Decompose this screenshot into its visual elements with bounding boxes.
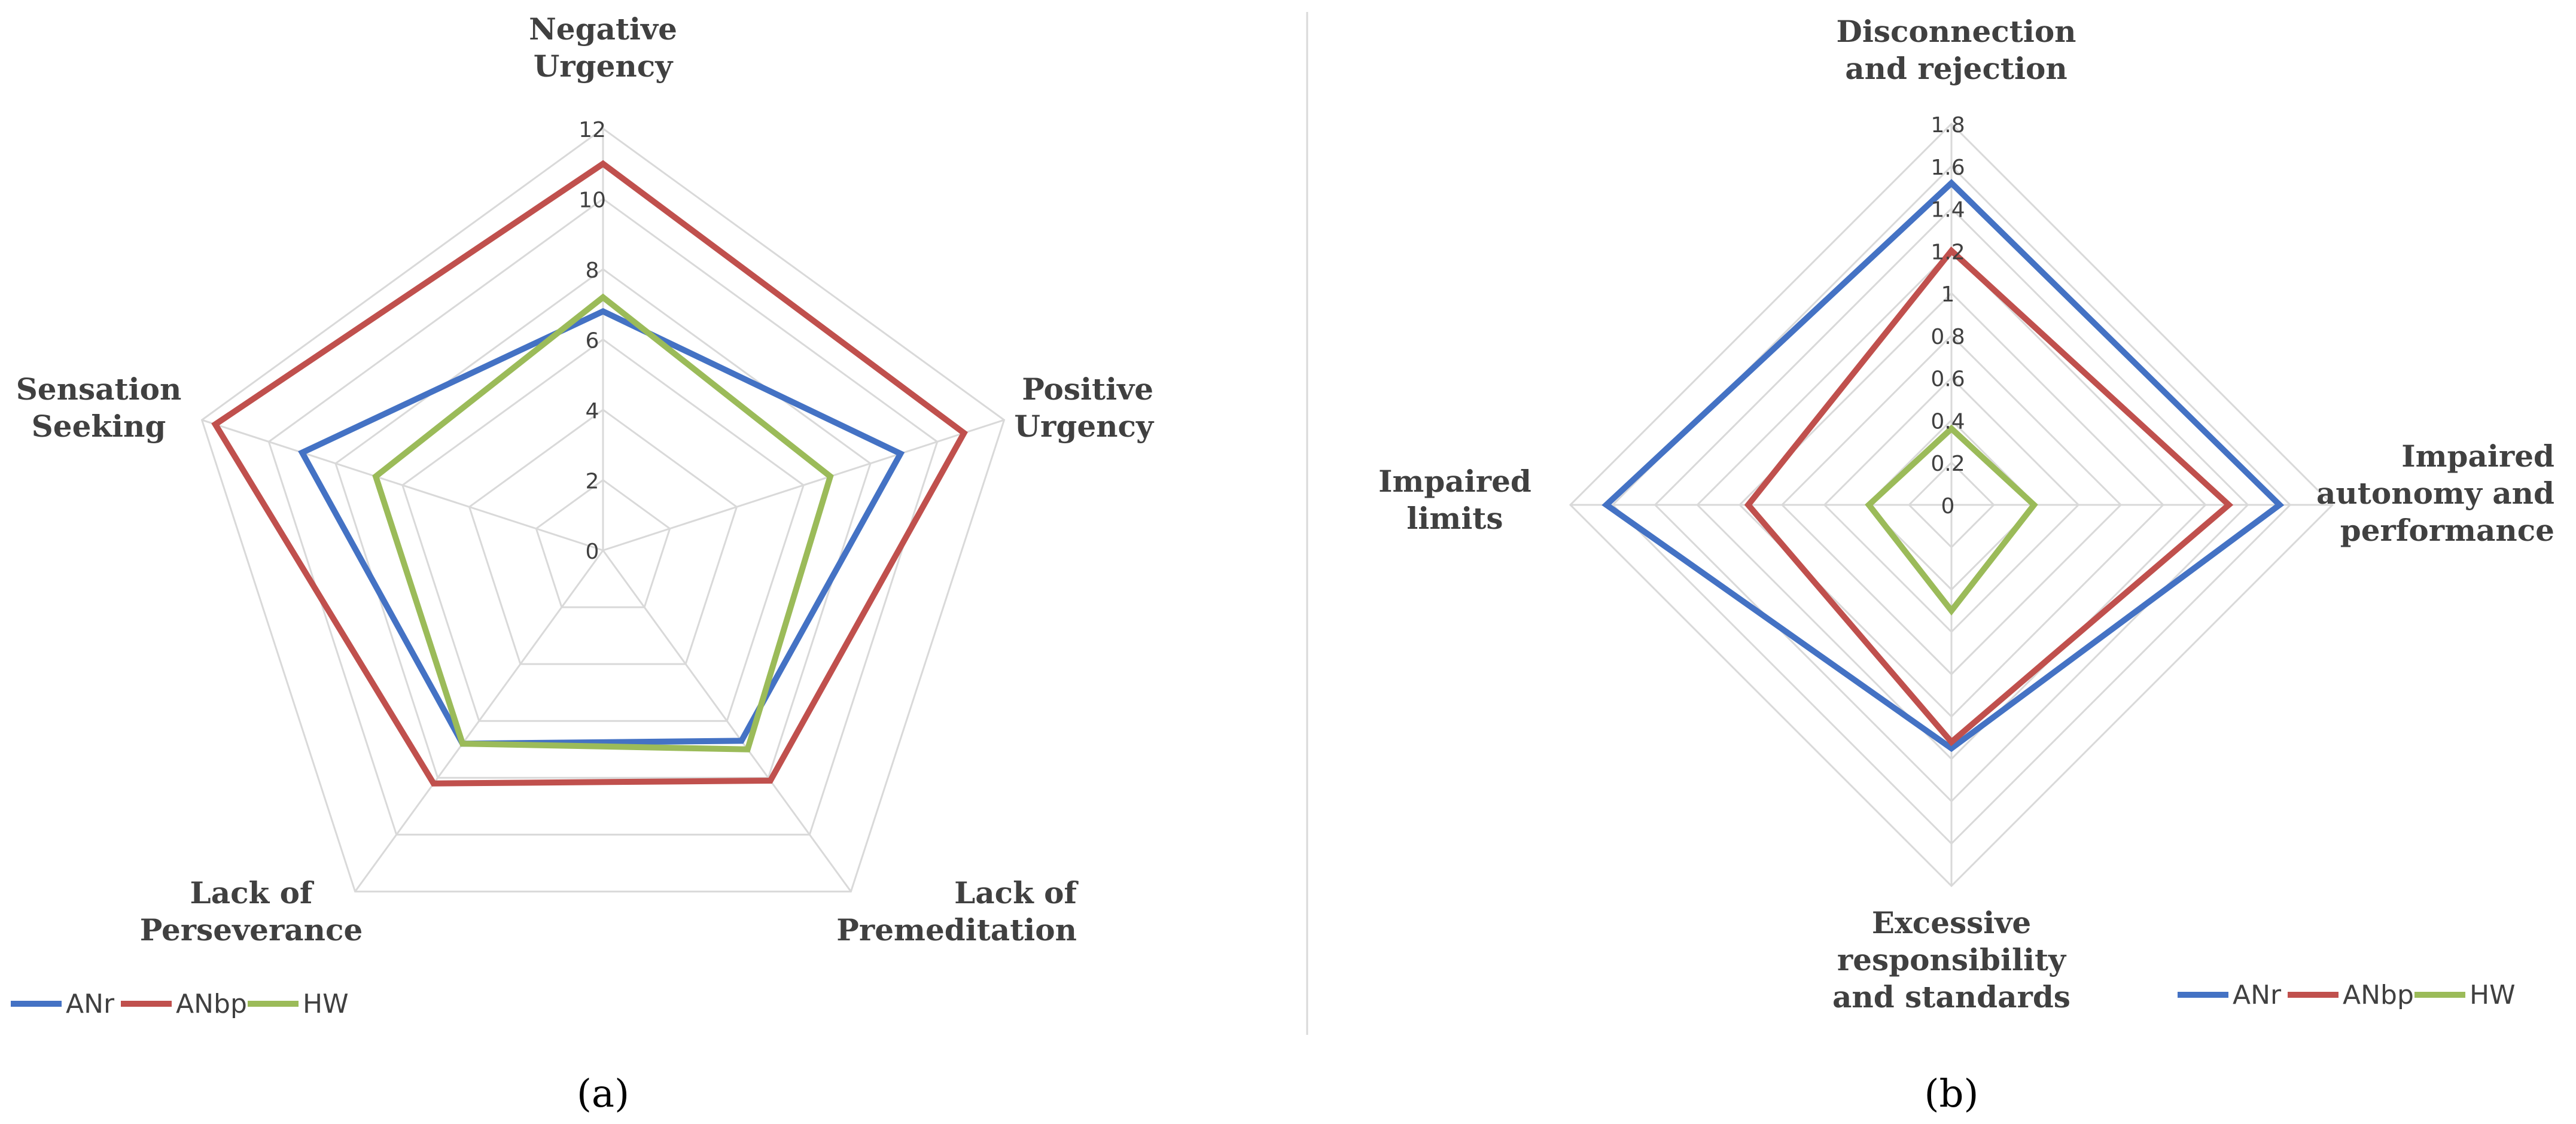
legend-label-anbp: ANbp xyxy=(2343,980,2414,1010)
axis-label-line: limits xyxy=(1406,501,1503,536)
tick-label: 1.2 xyxy=(1931,240,1965,264)
axis-label-line: Positive xyxy=(1022,371,1153,407)
axis-label-lack-of-premeditation: Lack of Premeditation xyxy=(836,875,1079,948)
grid-ring xyxy=(267,197,939,836)
caption-b: (b) xyxy=(1925,1072,1979,1116)
axis-label-disconnection-and-rejection: Disconnection and rejection xyxy=(1836,14,2076,86)
axis-label-line: Negative xyxy=(529,11,677,47)
axis-label-line: Lack of xyxy=(954,875,1079,910)
legend-label-anr: ANr xyxy=(66,989,115,1019)
tick-label: 0 xyxy=(1941,494,1955,519)
tick-label: 2 xyxy=(586,470,599,494)
grid-ring xyxy=(200,127,1006,893)
axis-label-excessive-responsibility-and-standards: Excessive responsibility and standards xyxy=(1832,905,2070,1015)
grid-spoke xyxy=(354,550,604,893)
axis-label-line: Sensation xyxy=(16,371,182,407)
axis-label-line: Premeditation xyxy=(836,912,1077,948)
axis-label-impaired-limits: Impaired limits xyxy=(1378,464,1531,536)
series-anbp-line xyxy=(1744,246,2234,747)
axis-label-line: responsibility xyxy=(1837,942,2067,977)
tick-label: 6 xyxy=(586,329,599,354)
tick-label: 4 xyxy=(586,399,599,424)
axis-label-line: Impaired xyxy=(2401,438,2554,474)
series-hw-line xyxy=(372,293,834,753)
legend-label-anbp: ANbp xyxy=(176,989,247,1019)
legend-label-hw: HW xyxy=(2470,980,2516,1010)
grid-ring xyxy=(535,479,671,608)
grid-ring xyxy=(468,409,738,665)
grid-ring xyxy=(334,268,872,779)
tick-label: 0.2 xyxy=(1931,452,1965,476)
legend-label-hw: HW xyxy=(303,989,349,1019)
tick-label: 1 xyxy=(1941,282,1955,307)
tick-label: 1.8 xyxy=(1931,113,1965,138)
axis-label-line: Perseverance xyxy=(140,912,363,948)
tick-label: 8 xyxy=(586,258,599,283)
axis-label-line: Urgency xyxy=(534,48,674,84)
axis-label-line: autonomy and xyxy=(2316,476,2554,511)
legend-label-anr: ANr xyxy=(2233,980,2282,1010)
tick-label: 1.6 xyxy=(1931,156,1965,180)
series-hw-line xyxy=(1865,424,2038,616)
axis-label-line: Excessive xyxy=(1872,905,2031,940)
tick-label: 0.6 xyxy=(1931,367,1965,392)
axis-label-impaired-autonomy-and-performance: Impaired autonomy and performance xyxy=(2316,438,2554,548)
series-anbp-line xyxy=(211,160,968,787)
axis-label-line: and rejection xyxy=(1845,51,2067,86)
axis-label-line: Seeking xyxy=(32,409,166,444)
grid-spoke xyxy=(202,419,604,552)
axis-label-line: Urgency xyxy=(1014,409,1155,444)
series-anr-line xyxy=(298,307,905,747)
tick-label: 10 xyxy=(578,188,606,213)
grid-ring xyxy=(401,338,805,722)
axis-label-line: Lack of xyxy=(190,875,315,910)
grid-spoke xyxy=(602,550,852,893)
axis-label-line: and standards xyxy=(1832,979,2070,1015)
axis-label-sensation-seeking: Sensation Seeking xyxy=(16,371,182,444)
axis-label-positive-urgency: Positive Urgency xyxy=(1014,371,1155,444)
series-anr-line xyxy=(1601,179,2285,753)
tick-label: 0 xyxy=(586,540,599,564)
tick-label: 0.4 xyxy=(1931,409,1965,434)
grid-spoke xyxy=(602,419,1004,552)
axis-label-lack-of-perseverance: Lack of Perseverance xyxy=(140,875,363,948)
tick-label: 0.8 xyxy=(1931,325,1965,349)
axis-label-negative-urgency: Negative Urgency xyxy=(529,11,677,84)
axis-label-line: Impaired xyxy=(1378,464,1531,499)
axis-label-line: performance xyxy=(2340,513,2554,548)
caption-a: (a) xyxy=(577,1072,629,1116)
tick-label: 12 xyxy=(578,118,606,142)
tick-label: 1.4 xyxy=(1931,198,1965,223)
axis-label-line: Disconnection xyxy=(1836,14,2076,49)
